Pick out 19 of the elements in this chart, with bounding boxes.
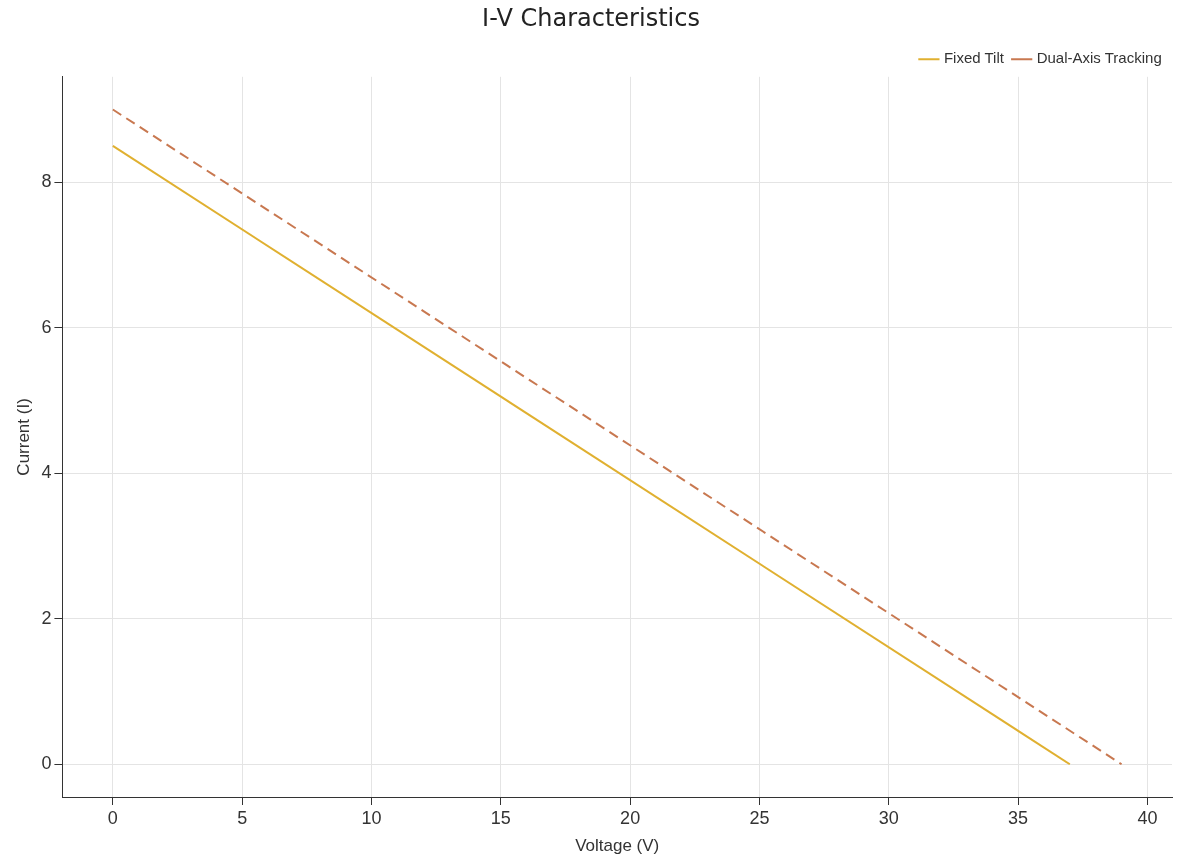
y-axis-title: Current (I) (13, 398, 33, 476)
legend-label: Fixed Tilt (943, 49, 1005, 67)
x-axis-title: Voltage (V) (575, 836, 660, 856)
x-tick-label: 40 (1137, 807, 1158, 828)
x-tick-label: 10 (361, 807, 382, 828)
y-tick-label: 4 (41, 462, 52, 483)
x-tick-label: 15 (490, 807, 511, 828)
y-tick-label: 8 (41, 171, 52, 192)
x-tick-label: 5 (237, 807, 248, 828)
x-tick-label: 35 (1008, 807, 1029, 828)
y-tick-label: 6 (41, 316, 52, 337)
x-tick-label: 25 (749, 807, 770, 828)
y-tick-label: 2 (41, 607, 52, 628)
y-tick-label: 0 (41, 753, 52, 774)
legend-label: Dual-Axis Tracking (1036, 49, 1162, 67)
chart-title: I-V Characteristics (482, 3, 700, 32)
x-tick-label: 0 (107, 807, 118, 828)
x-tick-label: 30 (878, 807, 899, 828)
x-tick-label: 20 (620, 807, 641, 828)
